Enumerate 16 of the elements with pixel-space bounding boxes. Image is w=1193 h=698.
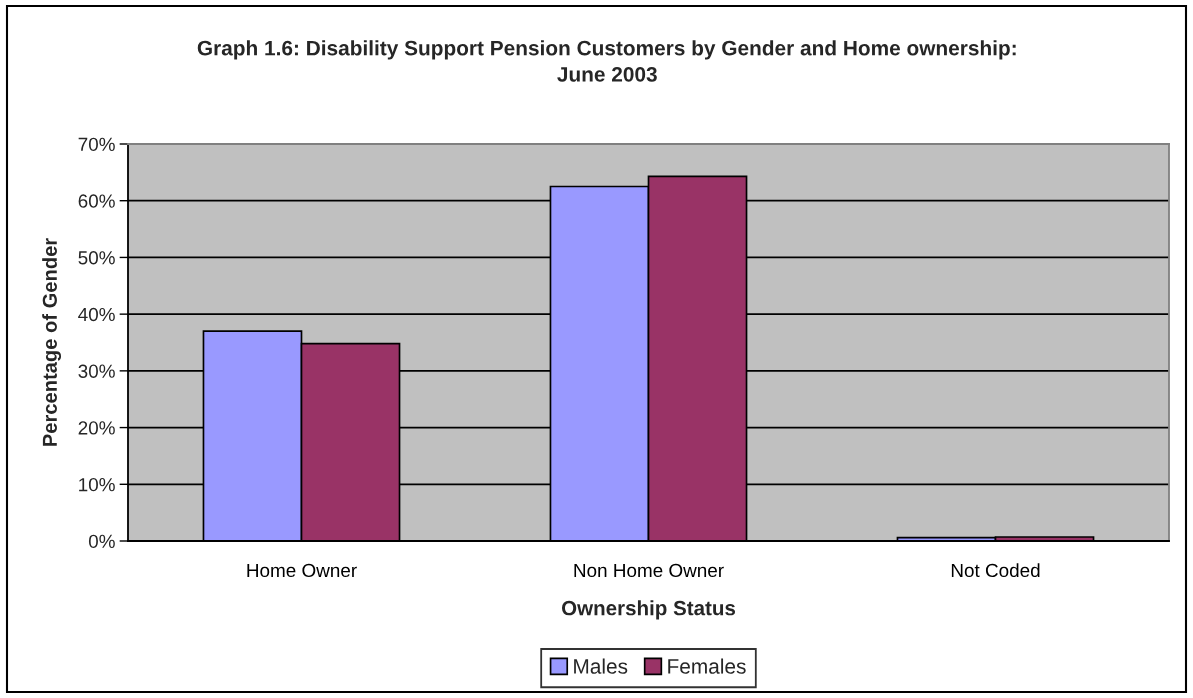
y-tick-label: 50%	[78, 251, 115, 265]
legend-label: Males	[574, 658, 628, 674]
legend-label: Females	[668, 658, 746, 674]
y-tick-label: 20%	[78, 421, 115, 435]
y-tick-label: 30%	[78, 364, 115, 378]
y-tick-label: 60%	[78, 194, 115, 208]
y-tick-label: 70%	[78, 137, 115, 152]
x-axis-title: Ownership Status	[561, 600, 736, 620]
x-tick-label: Non Home Owner	[574, 563, 724, 578]
y-tick-label: 10%	[79, 477, 115, 492]
x-tick-label: Not Coded	[951, 563, 1040, 578]
y-axis-title: Percentage of Gender	[42, 238, 62, 446]
y-tick-label: 0%	[88, 534, 115, 549]
chart-title: Graph 1.6: Disability Support Pension Customers by Gender and Home ownership: June 2003	[197, 40, 1016, 82]
x-tick-label: Home Owner	[247, 563, 357, 578]
y-tick-label: 40%	[78, 307, 115, 322]
